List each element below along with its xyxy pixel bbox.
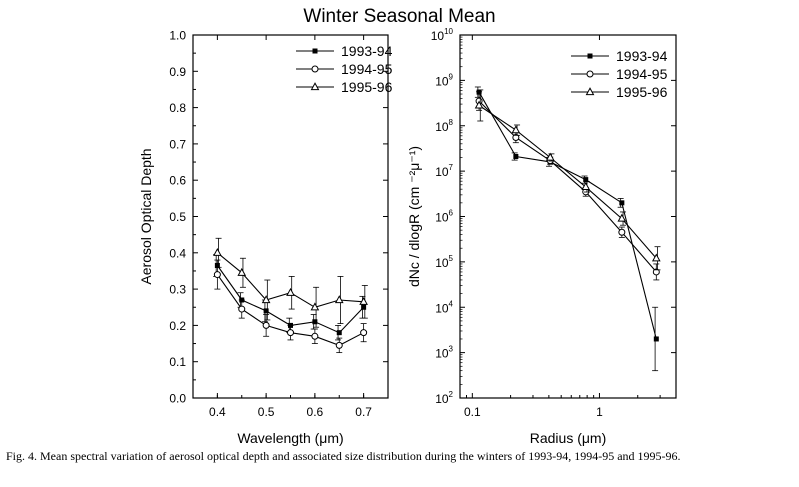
x-tick-label: 0.4 bbox=[209, 405, 226, 419]
legend-marker bbox=[585, 87, 595, 96]
y-tick-label: 106 bbox=[435, 209, 453, 225]
legend-label: 1993-94 bbox=[616, 48, 668, 64]
data-point bbox=[238, 305, 246, 313]
data-point bbox=[334, 295, 344, 304]
data-point bbox=[213, 247, 222, 256]
x-tick-label: 0.7 bbox=[355, 405, 372, 419]
data-point bbox=[545, 152, 555, 161]
x-axis-label: Wavelength (μm) bbox=[237, 430, 343, 446]
y-tick-label: 1.0 bbox=[169, 29, 186, 43]
legend: 1993-94 1994-95 1995-96 bbox=[571, 48, 668, 100]
legend-label: 1995-96 bbox=[616, 84, 668, 100]
series-line bbox=[478, 105, 657, 259]
series-1994-95 bbox=[475, 91, 660, 281]
data-point bbox=[336, 330, 342, 336]
data-point bbox=[361, 304, 367, 310]
data-point bbox=[359, 296, 368, 305]
data-point bbox=[513, 154, 519, 160]
legend-label: 1994-95 bbox=[616, 66, 668, 82]
data-point bbox=[312, 319, 318, 325]
legend-marker bbox=[586, 70, 594, 78]
series-1994-95 bbox=[213, 259, 368, 354]
data-point bbox=[360, 329, 368, 337]
data-point bbox=[512, 134, 520, 142]
data-point bbox=[262, 321, 270, 329]
y-axis-label: dNc / dlogR (cm ⁻²μ⁻¹) bbox=[406, 146, 422, 287]
y-tick-label: 107 bbox=[435, 163, 453, 179]
series-line bbox=[478, 91, 657, 340]
data-point bbox=[310, 302, 320, 311]
data-point bbox=[652, 268, 660, 276]
data-point bbox=[583, 177, 589, 183]
data-point bbox=[213, 271, 221, 279]
data-point bbox=[287, 329, 294, 337]
data-point bbox=[511, 125, 521, 134]
legend-label: 1995-96 bbox=[341, 79, 393, 95]
data-point bbox=[618, 228, 626, 236]
data-point bbox=[263, 308, 269, 314]
y-axis-label: Aerosol Optical Depth bbox=[138, 148, 154, 284]
data-point bbox=[261, 295, 271, 304]
y-tick-label: 1010 bbox=[431, 27, 454, 43]
y-tick-label: 102 bbox=[435, 390, 453, 406]
x-tick-label: 0.5 bbox=[258, 405, 275, 419]
y-tick-label: 109 bbox=[435, 72, 453, 88]
y-tick-label: 105 bbox=[435, 254, 453, 270]
legend: 1993-94 1994-95 1995-96 bbox=[296, 43, 393, 95]
data-point bbox=[237, 267, 247, 276]
data-point bbox=[653, 336, 659, 342]
y-tick-label: 0.0 bbox=[169, 392, 186, 406]
series-1995-96 bbox=[474, 89, 661, 271]
y-tick-label: 108 bbox=[435, 118, 453, 134]
y-tick-label: 0.5 bbox=[169, 210, 186, 224]
legend-marker bbox=[587, 53, 593, 59]
optical-depth-chart: 0.0 0.1 0.2 0.3 0.4 0.5 0.6 0.7 0.8 0.9 1.0 0.4 0.5 0… bbox=[138, 29, 393, 447]
legend-marker bbox=[311, 65, 319, 73]
data-point bbox=[474, 100, 484, 109]
x-tick-label: 0.1 bbox=[464, 405, 481, 419]
series-1993-94 bbox=[213, 254, 367, 341]
y-tick-label: 0.2 bbox=[169, 319, 186, 333]
figure-title: Winter Seasonal Mean bbox=[303, 6, 496, 27]
y-tick-label: 0.6 bbox=[169, 174, 186, 188]
legend-label: 1994-95 bbox=[341, 61, 393, 77]
series-1995-96 bbox=[213, 237, 368, 328]
data-point bbox=[286, 287, 295, 296]
y-tick-label: 0.9 bbox=[169, 65, 186, 79]
data-point bbox=[335, 341, 343, 349]
figure-caption: Fig. 4. Mean spectral variation of aeros… bbox=[6, 449, 681, 463]
data-point bbox=[651, 253, 661, 262]
y-tick-label: 104 bbox=[435, 299, 453, 315]
y-tick-label: 0.1 bbox=[169, 355, 186, 369]
legend-marker bbox=[312, 48, 318, 54]
y-tick-label: 0.3 bbox=[169, 283, 186, 297]
x-tick-label: 0.6 bbox=[307, 405, 324, 419]
y-tick-label: 0.8 bbox=[169, 101, 186, 115]
data-point bbox=[617, 213, 627, 222]
y-tick-label: 0.4 bbox=[169, 246, 186, 260]
y-tick-label: 0.7 bbox=[169, 137, 186, 151]
series-line bbox=[478, 100, 657, 273]
size-distribution-chart: 102 103 104 105 106 107 108 109 1010 0.1 1 Radius (… bbox=[406, 27, 677, 446]
legend-label: 1993-94 bbox=[341, 43, 393, 59]
x-axis-label: Radius (μm) bbox=[530, 430, 607, 446]
y-tick-label: 103 bbox=[435, 345, 453, 361]
data-point bbox=[311, 332, 319, 340]
data-point bbox=[581, 182, 591, 190]
x-tick-label: 1 bbox=[596, 405, 603, 419]
data-point bbox=[619, 200, 625, 206]
legend-marker bbox=[310, 82, 320, 91]
